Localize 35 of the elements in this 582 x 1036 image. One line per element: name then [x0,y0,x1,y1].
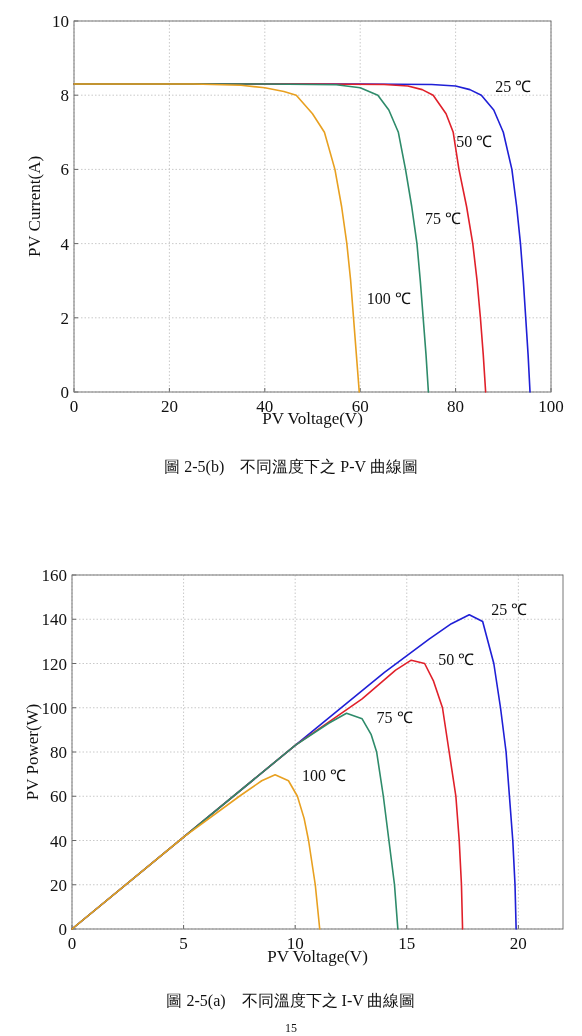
x-tick-label: 15 [398,934,416,953]
y-tick-label: 140 [41,610,67,630]
series-label: 100 ℃ [302,766,347,784]
x-tick-label: 20 [509,934,527,953]
y-tick-label: 160 [41,566,67,585]
y-tick-label: 0 [60,383,69,402]
caption: 圖 2-5(b) 不同溫度下之 P-V 曲線圖 [164,458,418,476]
y-tick-label: 6 [60,160,69,180]
y-tick-label: 8 [60,86,69,106]
y-tick-label: 60 [50,787,67,807]
y-tick-label: 80 [50,743,67,762]
y-tick-label: 2 [60,308,69,328]
y-tick-label: 120 [41,654,67,674]
x-tick-label: 100 [538,397,564,416]
y-tick-label: 10 [52,12,69,31]
y-tick-label: 4 [60,234,70,254]
series-label: 25 ℃ [495,78,532,96]
x-tick-label: 5 [179,934,188,953]
y-axis-title: PV Power(W) [23,703,42,801]
series-label: 75 ℃ [424,209,461,227]
line-series [73,83,361,393]
y-tick-label: 100 [41,698,67,718]
text: 15 [285,1021,297,1035]
y-tick-label: 0 [58,920,67,939]
series-label: 50 ℃ [456,133,493,151]
x-tick-label: 20 [160,397,178,416]
series-label: 100 ℃ [366,289,411,307]
y-tick-label: 40 [50,831,67,851]
series-label: 75 ℃ [376,709,413,727]
caption: 圖 2-5(a) 不同溫度下之 I-V 曲線圖 [166,992,416,1010]
series-label: 25 ℃ [491,600,528,618]
y-tick-label: 20 [50,875,67,895]
x-tick-label: 80 [447,397,465,416]
y-axis-title: PV Current(A) [25,155,44,258]
series-label: 50 ℃ [438,651,475,669]
